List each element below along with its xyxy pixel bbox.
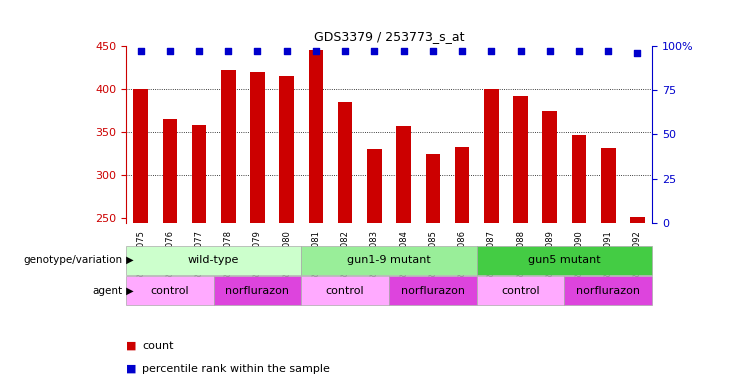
Text: norflurazon: norflurazon <box>225 286 290 296</box>
Bar <box>221 70 236 223</box>
Bar <box>279 76 294 223</box>
Point <box>631 50 643 56</box>
Point <box>427 48 439 55</box>
Text: genotype/variation: genotype/variation <box>23 255 122 265</box>
Point <box>222 48 234 55</box>
Text: ■: ■ <box>126 364 140 374</box>
Text: agent: agent <box>92 286 122 296</box>
Point <box>193 48 205 55</box>
Bar <box>162 119 177 223</box>
Point <box>398 48 410 55</box>
Text: ■: ■ <box>126 341 140 351</box>
Bar <box>425 154 440 223</box>
Bar <box>250 72 265 223</box>
Bar <box>133 89 148 223</box>
Bar <box>542 111 557 223</box>
Bar <box>309 50 323 223</box>
Text: ▶: ▶ <box>123 286 133 296</box>
Point <box>573 48 585 55</box>
Text: wild-type: wild-type <box>188 255 239 265</box>
Bar <box>192 125 206 223</box>
Bar <box>367 149 382 223</box>
Point <box>251 48 264 55</box>
Text: control: control <box>150 286 189 296</box>
Title: GDS3379 / 253773_s_at: GDS3379 / 253773_s_at <box>313 30 465 43</box>
Text: count: count <box>142 341 174 351</box>
Point <box>281 48 293 55</box>
Bar <box>514 96 528 223</box>
Bar <box>484 89 499 223</box>
Point <box>456 48 468 55</box>
Bar <box>630 217 645 223</box>
Point <box>602 48 614 55</box>
Text: gun5 mutant: gun5 mutant <box>528 255 601 265</box>
Text: control: control <box>326 286 365 296</box>
Text: control: control <box>501 286 540 296</box>
Bar <box>338 102 353 223</box>
Point <box>339 48 351 55</box>
Text: gun1-9 mutant: gun1-9 mutant <box>347 255 431 265</box>
Text: percentile rank within the sample: percentile rank within the sample <box>142 364 330 374</box>
Point <box>164 48 176 55</box>
Point <box>368 48 380 55</box>
Point <box>544 48 556 55</box>
Point <box>310 48 322 55</box>
Bar <box>572 135 586 223</box>
Bar <box>601 148 616 223</box>
Point <box>135 48 147 55</box>
Bar <box>396 126 411 223</box>
Text: norflurazon: norflurazon <box>401 286 465 296</box>
Text: norflurazon: norflurazon <box>576 286 640 296</box>
Text: ▶: ▶ <box>123 255 133 265</box>
Bar <box>455 147 469 223</box>
Point <box>485 48 497 55</box>
Point <box>514 48 526 55</box>
